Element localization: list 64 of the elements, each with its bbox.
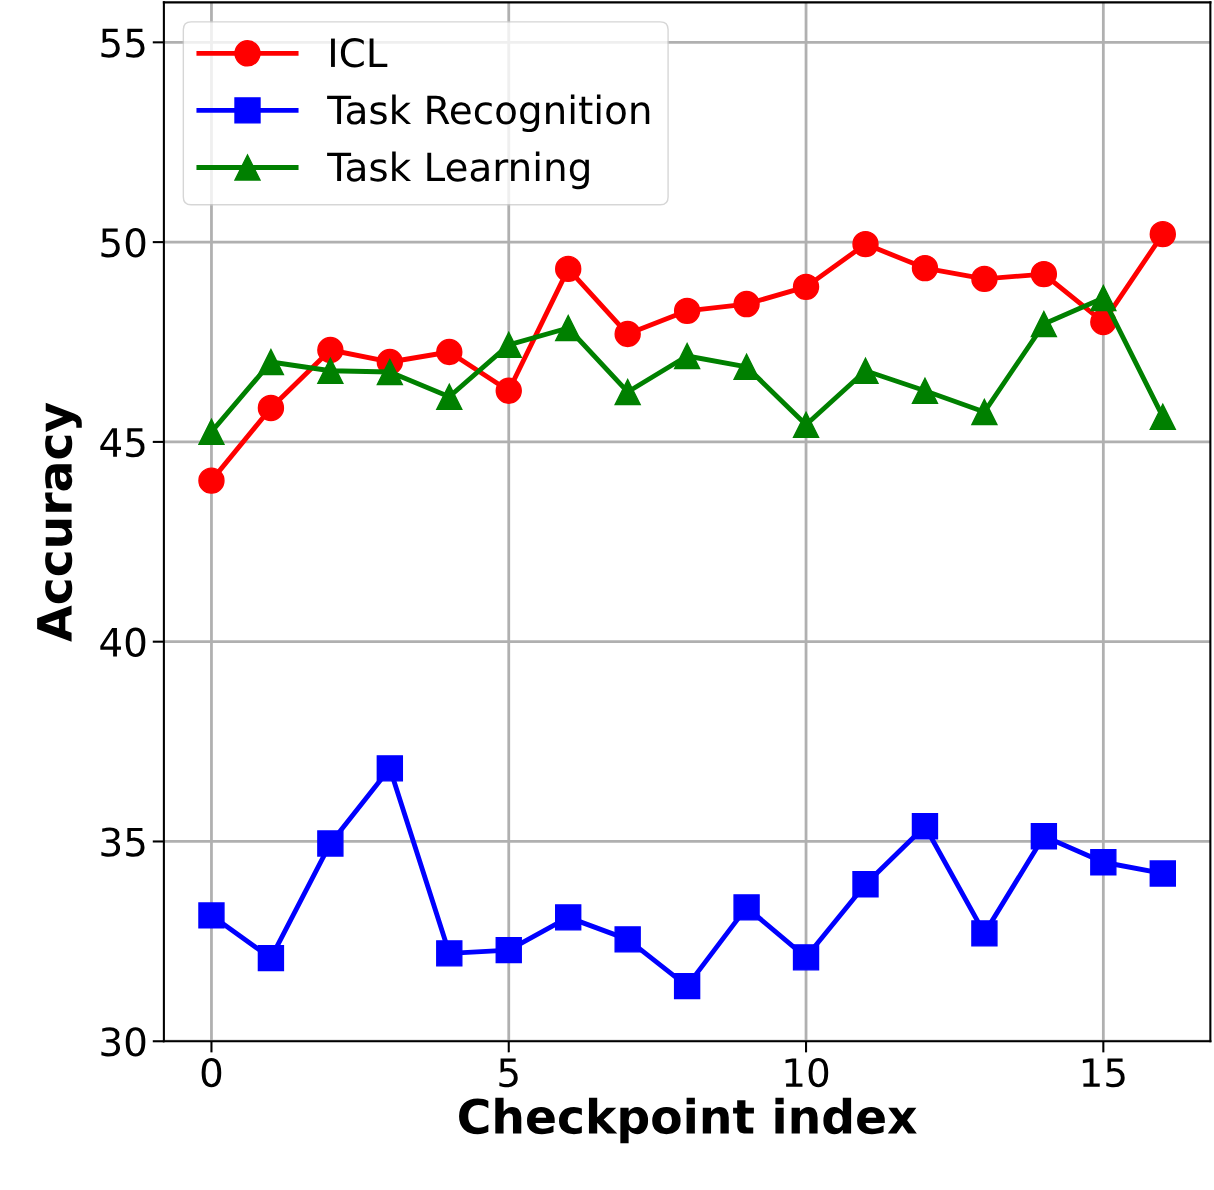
- point: [317, 830, 344, 857]
- point: [792, 411, 820, 438]
- point: [1149, 860, 1176, 887]
- legend-label: Task Learning: [327, 151, 589, 190]
- y-tick-label: 50: [101, 228, 146, 258]
- point: [198, 418, 225, 446]
- y-tick-label: 45: [100, 428, 145, 458]
- point: [436, 338, 463, 366]
- point: [376, 358, 404, 386]
- point: [1030, 823, 1058, 850]
- legend-label: ICL: [331, 38, 388, 68]
- x-tick-label: 5: [499, 1058, 518, 1088]
- point: [911, 254, 939, 282]
- point: [1149, 220, 1176, 248]
- point: [911, 813, 939, 840]
- point: [614, 320, 641, 348]
- point: [614, 926, 641, 953]
- point: [733, 894, 760, 921]
- point: [555, 255, 582, 283]
- point: [911, 377, 939, 404]
- y-axis-title: Accuracy: [37, 402, 82, 642]
- point: [852, 357, 879, 384]
- point: [495, 331, 522, 359]
- point: [1030, 310, 1058, 338]
- point: [376, 755, 404, 782]
- point: [971, 920, 998, 947]
- y-tick-label: 55: [101, 28, 145, 58]
- y-tick-label: 40: [100, 627, 146, 658]
- legend-label: Task Recognition: [327, 94, 650, 133]
- point: [317, 357, 344, 384]
- point: [317, 336, 344, 364]
- point: [673, 972, 701, 1000]
- point: [1030, 260, 1058, 288]
- point: [257, 944, 285, 972]
- point: [1090, 284, 1117, 312]
- x-tick-label: 0: [201, 1057, 222, 1088]
- point: [733, 353, 760, 380]
- point: [673, 297, 701, 325]
- point: [852, 871, 879, 898]
- point: [555, 904, 582, 931]
- point: [1149, 403, 1176, 430]
- y-tick-label: 30: [101, 1027, 146, 1057]
- point: [971, 265, 998, 293]
- point: [495, 936, 522, 964]
- point: [436, 383, 463, 410]
- point: [673, 342, 701, 370]
- point: [198, 902, 225, 929]
- x-tick-label: 15: [1082, 1058, 1125, 1088]
- x-tick-label: 10: [785, 1057, 829, 1088]
- point: [198, 467, 225, 494]
- point: [792, 944, 820, 971]
- point: [555, 314, 582, 342]
- y-tick-label: 35: [101, 827, 145, 857]
- point: [1090, 849, 1117, 876]
- point: [971, 398, 998, 426]
- point: [733, 290, 760, 318]
- point: [257, 394, 285, 422]
- point: [614, 378, 641, 406]
- point: [436, 940, 463, 967]
- x-axis-title: Checkpoint index: [459, 1097, 917, 1144]
- point: [792, 273, 820, 301]
- point: [852, 230, 879, 258]
- point: [257, 348, 285, 376]
- point: [495, 377, 522, 404]
